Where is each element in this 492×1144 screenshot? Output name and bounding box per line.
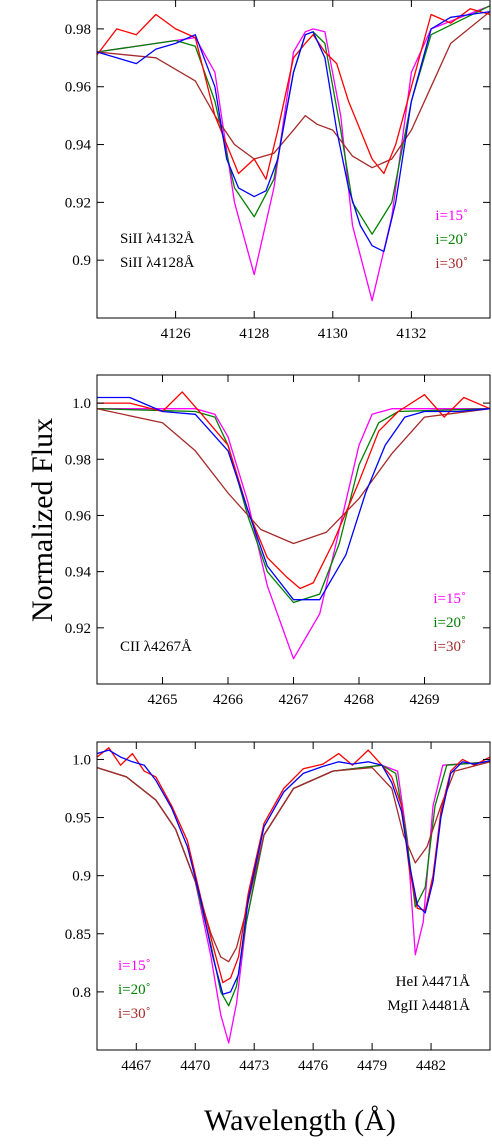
x-tick-label: 4265 [148,692,178,708]
series-line-0 [97,5,490,302]
y-tick-label: 0.95 [65,811,91,827]
x-tick-label: 4470 [180,1058,210,1074]
y-tick-label: 1.0 [72,752,91,768]
series-line-0 [97,408,490,660]
y-tick-label: 0.92 [65,195,91,211]
series-line-2 [97,408,490,545]
y-tick-label: 1.0 [72,396,91,412]
legend-entry: i=20˚ [118,982,151,998]
legend-entry: i=20˚ [433,615,466,631]
x-tick-label: 4269 [410,692,440,708]
series-line-1 [97,408,490,604]
series-line-2 [97,11,490,169]
series-line-1 [97,5,490,235]
line-id-label: CII λ4267Å [120,639,192,655]
y-tick-label: 0.94 [65,138,92,154]
series-group [97,391,490,660]
legend-entry: i=30˚ [433,639,466,655]
line-id-label: SiII λ4128Å [120,255,195,271]
line-id-label: HeI λ4471Å [396,974,471,990]
series-line-3 [97,8,490,180]
legend-entry: i=15˚ [118,958,151,974]
chart-panel-bottom: 4467 4470 4473 4476 4479 4482 0.8 0.85 0.9 0.95 1.… [65,741,491,1074]
y-tick-label: 0.98 [65,452,91,468]
x-tick-label: 4128 [239,326,269,342]
x-tick-label: 4130 [318,326,348,342]
legend-entry: i=30˚ [118,1006,151,1022]
panels-group: 4126 4128 4130 4132 0.9 0.92 0.94 0.96 0.98 SiII … [65,0,491,1074]
x-tick-label: 4479 [357,1058,387,1074]
series-group [97,5,490,302]
legend-entry: i=20˚ [435,232,468,248]
x-tick-label: 4126 [161,326,192,342]
series-line-2 [97,761,490,963]
y-tick-label: 0.85 [65,927,91,943]
x-tick-label: 4476 [298,1058,329,1074]
x-tick-label: 4268 [344,692,374,708]
line-id-label: MgII λ4481Å [387,998,470,1014]
x-tick-label: 4467 [121,1058,152,1074]
x-tick-label: 4132 [396,326,426,342]
chart-panel-top: 4126 4128 4130 4132 0.9 0.92 0.94 0.96 0.98 SiII … [65,0,491,342]
x-tick-label: 4473 [239,1058,269,1074]
legend-entry: i=15˚ [433,591,466,607]
y-tick-label: 0.9 [72,253,91,269]
plot-frame [96,741,491,1051]
y-tick-label: 0.92 [65,621,91,637]
line-id-label: SiII λ4132Å [120,231,195,247]
y-tick-label: 0.8 [72,985,91,1001]
y-tick-label: 0.96 [65,80,92,96]
series-line-3 [97,391,490,590]
y-axis-label: Normalized Flux [26,418,59,622]
y-tick-label: 0.96 [65,508,92,524]
legend-entry: i=30˚ [435,256,468,272]
series-line-3 [97,747,490,984]
series-line-4 [97,396,490,601]
y-tick-label: 0.9 [72,869,91,885]
x-tick-label: 4266 [213,692,244,708]
series-group [97,747,490,1044]
x-tick-label: 4267 [279,692,310,708]
chart-panel-middle: 4265 4266 4267 4268 4269 0.92 0.94 0.96 0.98 1.0 C… [65,374,491,708]
series-line-4 [97,749,490,995]
plot-frame [96,0,491,319]
y-tick-label: 0.98 [65,22,91,38]
x-tick-label: 4482 [416,1058,446,1074]
series-line-4 [97,10,490,253]
y-tick-label: 0.94 [65,565,92,581]
x-axis-label: Wavelength (Å) [204,1104,396,1137]
legend-entry: i=15˚ [435,208,468,224]
